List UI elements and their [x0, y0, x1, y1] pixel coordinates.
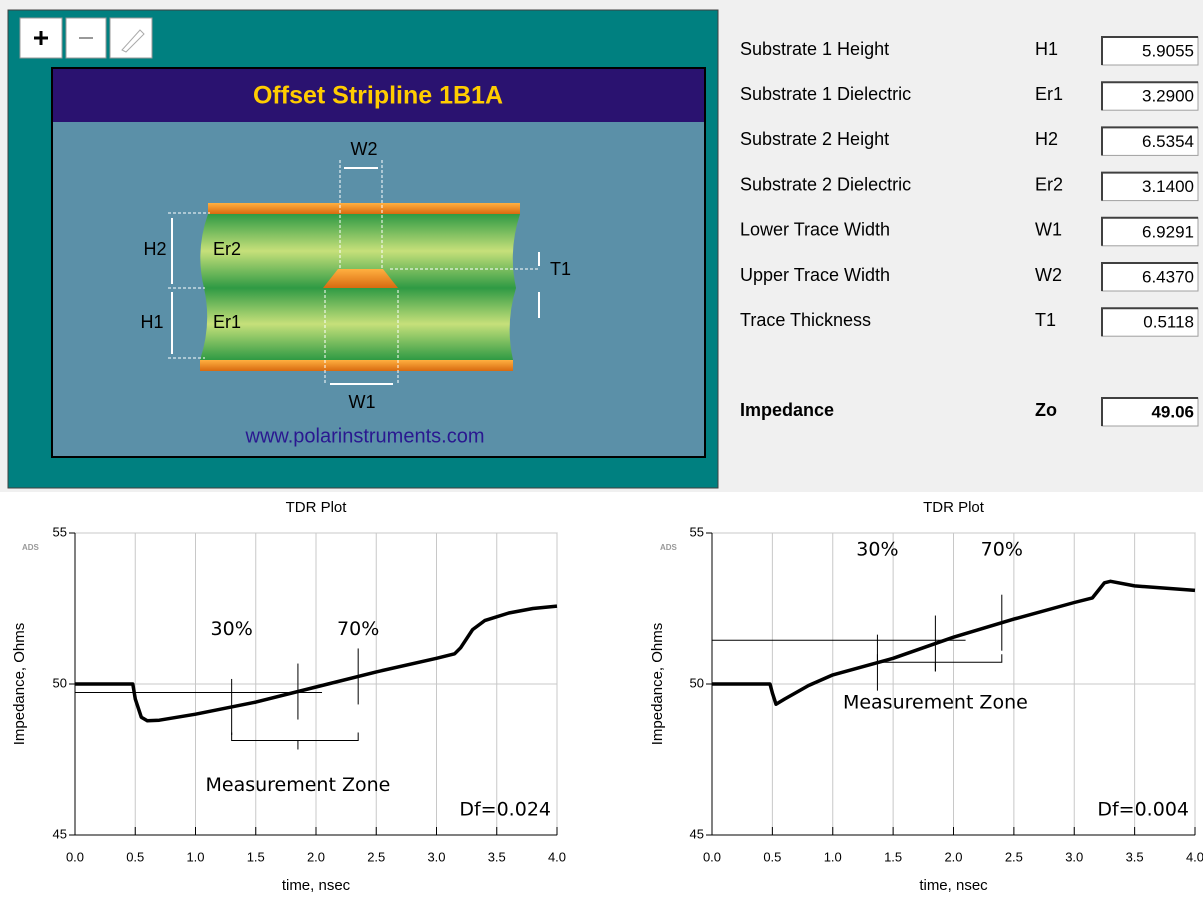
high-percent: 70% [981, 539, 1023, 561]
er2-label: Er2 [213, 239, 241, 259]
parameter-label: Substrate 1 Height [740, 39, 889, 59]
x-tick-label: 2.0 [944, 849, 962, 864]
parameter-label: Substrate 2 Height [740, 129, 889, 149]
x-tick-label: 2.0 [307, 849, 325, 864]
parameter-value: 6.9291 [1142, 222, 1194, 241]
edit-button[interactable] [110, 18, 152, 58]
y-tick-label: 45 [53, 826, 67, 841]
x-tick-label: 3.5 [1126, 849, 1144, 864]
parameter-value: 3.2900 [1142, 87, 1194, 106]
x-axis-label: time, nsec [282, 877, 351, 894]
x-tick-label: 2.5 [1005, 849, 1023, 864]
parameter-label: Trace Thickness [740, 310, 871, 330]
toolbar [20, 18, 152, 58]
t1-label: T1 [550, 259, 571, 279]
x-tick-label: 3.0 [1065, 849, 1083, 864]
chart-title: TDR Plot [286, 499, 348, 516]
parameter-symbol: H2 [1035, 129, 1058, 149]
er1-label: Er1 [213, 312, 241, 332]
diagram-title: Offset Stripline 1B1A [253, 82, 503, 110]
tdr-chart: TDR Plot ADS time, nsec Impedance, Ohms 0.0 0… [649, 499, 1203, 894]
parameter-value: 5.9055 [1142, 41, 1194, 60]
parameter-symbol: Zo [1035, 400, 1057, 420]
parameter-label: Substrate 1 Dielectric [740, 84, 911, 104]
x-tick-label: 3.5 [488, 849, 506, 864]
parameter-value: 49.06 [1151, 402, 1194, 421]
y-tick-label: 45 [690, 826, 704, 841]
h1-label: H1 [140, 312, 163, 332]
x-tick-label: 0.5 [763, 849, 781, 864]
w1-label: W1 [349, 392, 376, 412]
y-tick-label: 55 [690, 524, 704, 539]
x-tick-label: 1.5 [884, 849, 902, 864]
x-tick-label: 3.0 [427, 849, 445, 864]
parameter-symbol: W1 [1035, 220, 1062, 240]
chart-title: TDR Plot [923, 499, 985, 516]
x-tick-label: 0.5 [126, 849, 144, 864]
x-tick-label: 4.0 [548, 849, 566, 864]
screen: Offset Stripline 1B1A W2 H2 Er2 T1 H1 Er… [0, 0, 1203, 905]
parameter-label: Substrate 2 Dielectric [740, 174, 911, 194]
high-percent: 70% [337, 618, 379, 640]
x-tick-label: 0.0 [66, 849, 84, 864]
logo: ADS [660, 543, 678, 552]
y-tick-label: 50 [690, 675, 704, 690]
parameter-value: 3.1400 [1142, 177, 1194, 196]
df-label: Df=0.004 [1097, 799, 1189, 821]
parameter-symbol: T1 [1035, 310, 1056, 330]
x-tick-label: 4.0 [1186, 849, 1203, 864]
y-tick-label: 55 [53, 524, 67, 539]
parameter-label: Lower Trace Width [740, 220, 890, 240]
logo: ADS [22, 543, 40, 552]
parameter-value: 6.5354 [1142, 132, 1194, 151]
parameter-label: Impedance [740, 400, 834, 420]
charts: TDR Plot ADS time, nsec Impedance, Ohms 0.0 0… [11, 499, 1203, 894]
x-axis-label: time, nsec [919, 877, 988, 894]
parameter-symbol: Er2 [1035, 174, 1063, 194]
parameter-label: Upper Trace Width [740, 265, 890, 285]
x-tick-label: 1.0 [824, 849, 842, 864]
low-percent: 30% [211, 618, 253, 640]
w2-label: W2 [351, 139, 378, 159]
url: www.polarinstruments.com [245, 425, 485, 447]
parameter-value: 0.5118 [1143, 313, 1194, 332]
h2-label: H2 [143, 239, 166, 259]
parameter-symbol: Er1 [1035, 84, 1063, 104]
y-axis-label: Impedance, Ohms [11, 623, 28, 746]
x-tick-label: 1.0 [186, 849, 204, 864]
upper-plane [208, 203, 520, 214]
zone-label: Measurement Zone [843, 692, 1028, 714]
y-axis-label: Impedance, Ohms [649, 623, 666, 746]
y-tick-label: 50 [53, 675, 67, 690]
page: Offset Stripline 1B1A W2 H2 Er2 T1 H1 Er… [0, 0, 1203, 905]
stackup [200, 203, 520, 371]
zone-label: Measurement Zone [205, 774, 390, 796]
df-label: Df=0.024 [459, 799, 551, 821]
x-tick-label: 0.0 [703, 849, 721, 864]
x-tick-label: 2.5 [367, 849, 385, 864]
lower-dielectric [200, 288, 516, 360]
parameter-value: 6.4370 [1142, 267, 1194, 286]
parameter-symbol: W2 [1035, 265, 1062, 285]
tdr-chart: TDR Plot ADS time, nsec Impedance, Ohms 0.0 0… [11, 499, 566, 894]
x-tick-label: 1.5 [247, 849, 265, 864]
parameter-symbol: H1 [1035, 39, 1058, 59]
low-percent: 30% [856, 539, 898, 561]
lower-plane [200, 360, 513, 371]
